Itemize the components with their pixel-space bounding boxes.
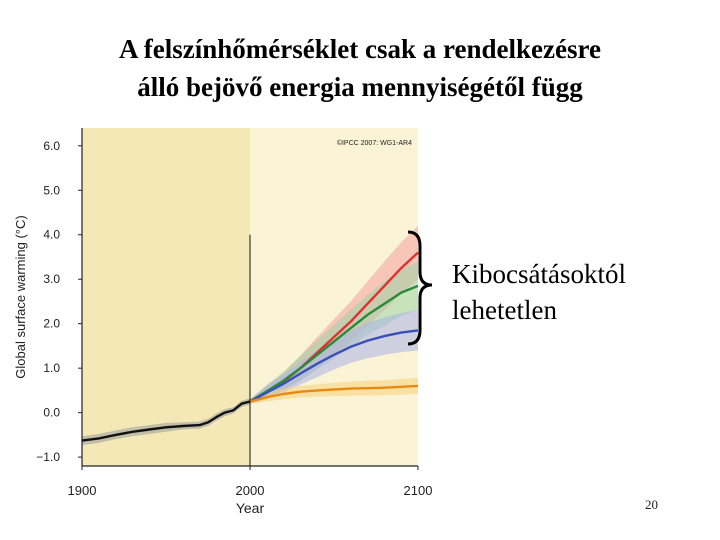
page-number: 20 — [645, 497, 658, 512]
series-line-0 — [81, 400, 251, 442]
annotation-line-1: Kibocsátásoktól — [452, 259, 626, 289]
y-tick-label: 6.0 — [43, 139, 60, 153]
y-tick-label: 3.0 — [43, 272, 60, 286]
series-band-3 — [250, 310, 418, 404]
annotation-text: Kibocsátásoktól lehetetlen — [452, 256, 626, 328]
y-tick-label: −1.0 — [36, 450, 60, 464]
y-tick-label: 0.0 — [43, 406, 60, 420]
x-ticks: 1900 2000 2100 — [68, 466, 433, 498]
x-tick-label: 2100 — [404, 483, 433, 498]
y-ticks: −1.0 0.0 1.0 2.0 3.0 4.0 5.0 6.0 — [36, 139, 82, 464]
series-lines — [81, 251, 419, 442]
title-line-1: A felszínhőmérséklet csak a rendelkezésr… — [119, 34, 601, 64]
slide-title: A felszínhőmérséklet csak a rendelkezésr… — [0, 30, 720, 106]
x-tick-label: 1900 — [68, 483, 97, 498]
y-tick-label: 4.0 — [43, 228, 60, 242]
series-line-3 — [249, 329, 419, 403]
curly-brace — [407, 230, 433, 346]
x-axis-label: Year — [236, 500, 265, 516]
series-line-2 — [249, 284, 419, 403]
series-line-4 — [249, 384, 419, 403]
x-tick-label: 2000 — [236, 483, 265, 498]
series-band-4 — [250, 377, 418, 404]
y-tick-label: 5.0 — [43, 183, 60, 197]
y-tick-label: 1.0 — [43, 361, 60, 375]
y-axis-label: Global surface warming (°C) — [13, 215, 28, 378]
copyright-label: ©IPCC 2007: WG1-AR4 — [337, 139, 412, 147]
y-tick-label: 2.0 — [43, 317, 60, 331]
annotation-line-2: lehetetlen — [452, 295, 557, 325]
series-band-2 — [250, 261, 418, 404]
title-line-2: álló bejövő energia mennyiségétől függ — [137, 72, 583, 102]
